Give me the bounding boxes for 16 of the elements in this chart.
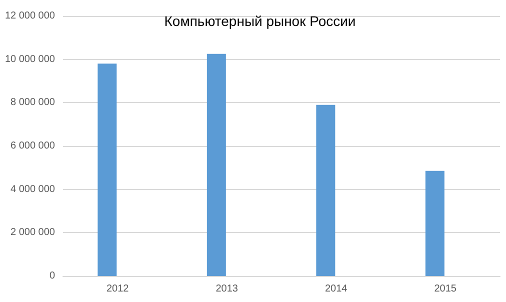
y-tick-label: 8 000 000 xyxy=(10,97,56,108)
y-tick-label: 4 000 000 xyxy=(10,184,56,195)
y-tick-label: 12 000 000 xyxy=(4,10,56,22)
y-tick-label: 6 000 000 xyxy=(10,140,56,152)
y-tick-label: 2 000 000 xyxy=(10,227,56,238)
y-tick-label: 0 xyxy=(49,270,56,282)
x-tick-label: 2012 xyxy=(106,284,130,294)
x-tick-label: 2015 xyxy=(434,284,457,294)
bar xyxy=(425,170,444,276)
chart-title: Компьютерный рынок России xyxy=(164,13,356,29)
bar xyxy=(206,54,226,276)
x-tick-label: 2014 xyxy=(325,284,348,294)
x-tick-label: 2013 xyxy=(216,284,238,294)
bar xyxy=(316,104,336,276)
bar xyxy=(98,64,117,276)
y-tick-label: 10 000 000 xyxy=(4,54,56,65)
